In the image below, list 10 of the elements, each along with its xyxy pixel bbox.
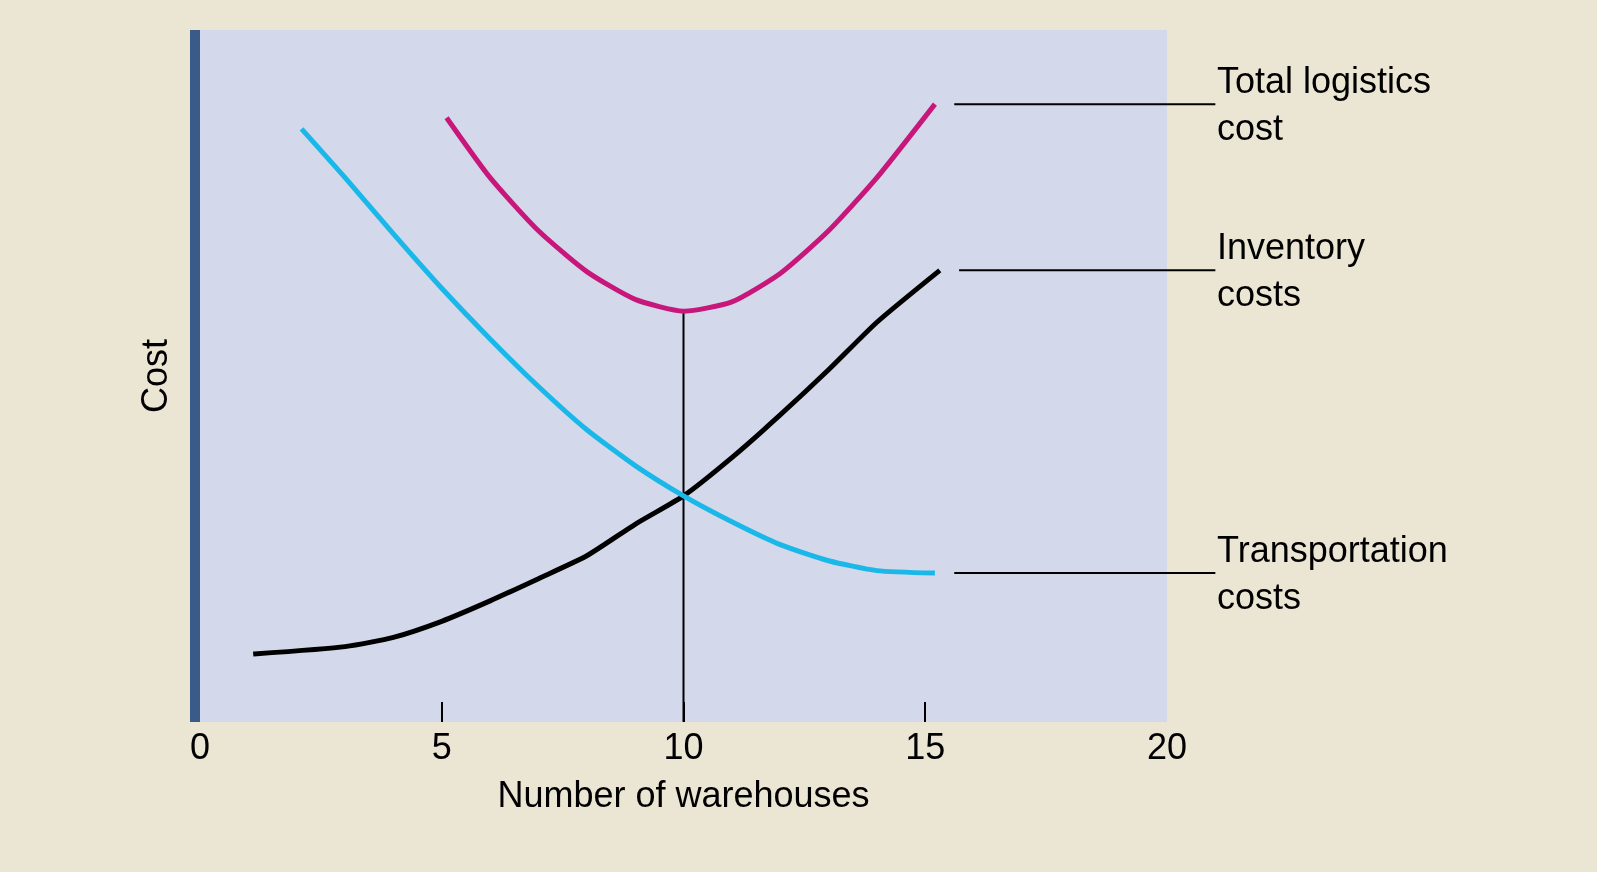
x-tick-label: 10 (663, 726, 704, 767)
x-tick-label: 0 (189, 726, 211, 767)
x-tick-label: 5 (431, 726, 452, 767)
y-axis-title: Cost (134, 338, 176, 414)
text: Inventory costs (1217, 226, 1366, 314)
text: Transportation costs (1217, 529, 1448, 617)
x-tick-label: 20 (1146, 726, 1188, 767)
text: Total logistics cost (1217, 60, 1432, 148)
x-axis-title: Number of warehouses (497, 773, 870, 815)
x-tick-label: 15 (905, 726, 946, 767)
